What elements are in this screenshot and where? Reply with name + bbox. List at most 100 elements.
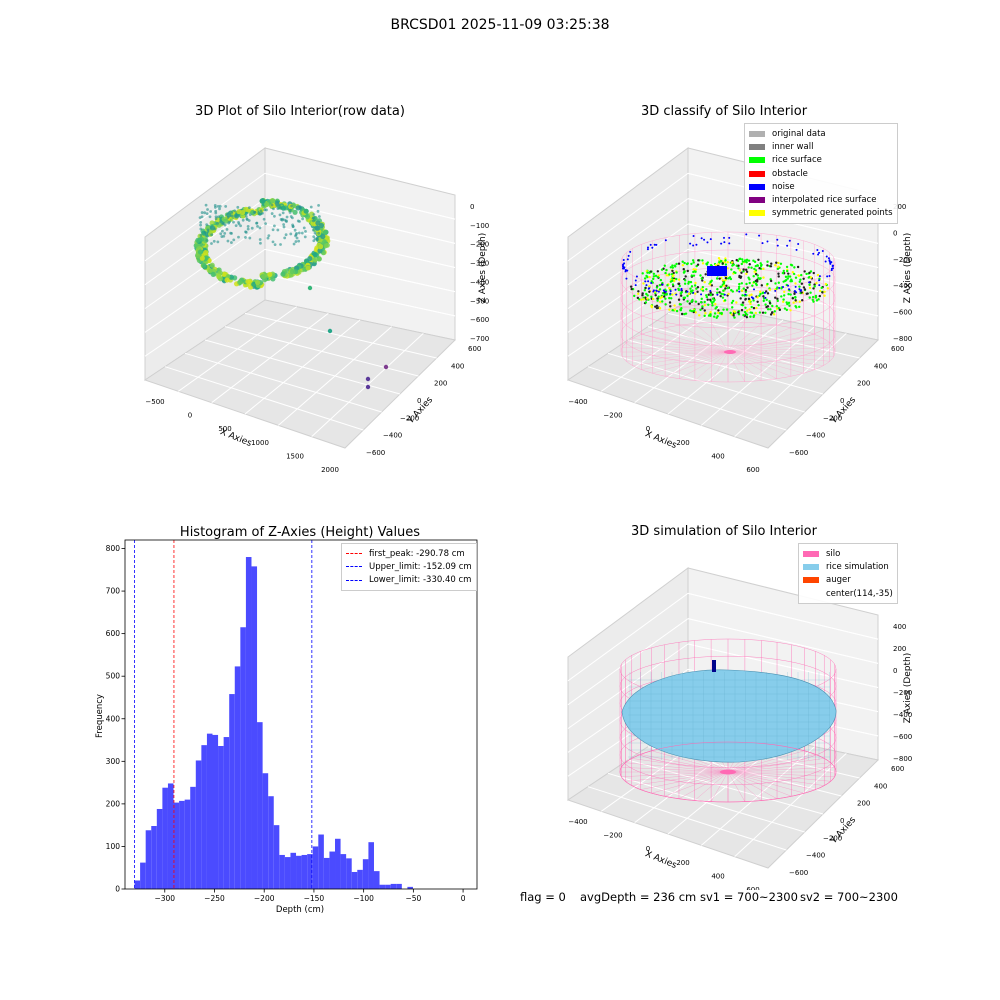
- footer-sv2: sv2 = 700~2300: [800, 890, 898, 904]
- classify-noise-point: [635, 275, 638, 278]
- raw-scatter-point: [282, 225, 286, 229]
- histogram-xtick-label: −200: [254, 894, 275, 903]
- classify-point: [786, 277, 789, 280]
- histogram-bar: [301, 854, 308, 889]
- classify-point: [783, 307, 787, 310]
- classify-point: [692, 268, 695, 271]
- classify-point: [665, 268, 668, 272]
- classify-point: [630, 287, 633, 291]
- classify-noise-point: [675, 293, 678, 296]
- classify-point: [758, 290, 762, 294]
- classify-point: [744, 306, 747, 309]
- gridline: [144, 274, 266, 357]
- histogram-ytick-label: 0: [115, 885, 120, 894]
- auger-marker: [712, 660, 716, 672]
- classify-point: [766, 264, 769, 267]
- classify-point: [663, 264, 666, 267]
- silo-floor-spoke: [727, 771, 746, 802]
- histogram-bar: [329, 851, 336, 889]
- histogram-ytick-label: 600: [106, 629, 121, 638]
- classify-point: [759, 292, 762, 296]
- classify-point: [782, 269, 785, 273]
- classify-noise-point: [828, 275, 831, 278]
- classify-point: [697, 302, 700, 306]
- classify-noise-point: [828, 260, 831, 263]
- classify-point: [677, 287, 680, 290]
- classify-point: [703, 300, 706, 304]
- classify-point: [687, 280, 691, 284]
- classify-point: [675, 277, 678, 281]
- classify-point: [691, 298, 694, 302]
- classify-point: [748, 308, 751, 311]
- classify-noise-point: [788, 288, 791, 291]
- classify-point: [717, 309, 720, 312]
- classify-point: [732, 314, 735, 317]
- raw-scatter-point: [307, 255, 313, 262]
- raw-scatter-point: [288, 211, 292, 214]
- classify-point: [794, 296, 797, 299]
- raw-scatter-point: [199, 221, 203, 224]
- classify-point: [734, 271, 737, 275]
- classify-point: [818, 294, 821, 298]
- raw-scatter-point: [301, 217, 305, 221]
- classify-point: [661, 300, 664, 303]
- classify-noise-point: [624, 270, 627, 273]
- gridline: [567, 274, 689, 357]
- silo-floor-spoke: [727, 351, 791, 377]
- classify-point: [811, 295, 815, 299]
- classify-noise-point: [706, 241, 709, 244]
- classify-point: [748, 294, 751, 297]
- classify-noise-point: [826, 275, 829, 278]
- classify-point: [730, 289, 733, 292]
- raw-scatter-point: [225, 228, 229, 231]
- raw-scatter-point: [313, 237, 317, 241]
- y-tick-label: 400: [874, 782, 887, 790]
- classify-point: [701, 285, 705, 289]
- classify-point: [818, 289, 822, 293]
- classify-point: [701, 262, 705, 265]
- z-tick-label: −800: [893, 755, 912, 763]
- classify-noise-point: [703, 238, 706, 241]
- gridline: [687, 643, 879, 688]
- classify-point: [739, 297, 742, 300]
- raw-scatter-point: [239, 224, 242, 228]
- classify-noise-point: [818, 275, 821, 278]
- histogram-bar: [251, 566, 258, 889]
- classify-point: [761, 311, 765, 314]
- raw-scatter-point: [284, 219, 288, 223]
- histogram-title: Histogram of Z-Axies (Height) Values: [180, 525, 420, 540]
- histogram-bar: [206, 733, 213, 889]
- histogram-bar: [351, 871, 358, 889]
- classify-point: [694, 311, 697, 314]
- classify-point: [776, 286, 779, 289]
- raw-scatter-point: [300, 231, 304, 235]
- classify-point: [696, 286, 700, 289]
- classify-point: [785, 308, 789, 312]
- histogram-bar: [190, 786, 196, 889]
- raw-scatter-point: [298, 205, 302, 209]
- legend-entry-lower-limit: Lower_limit: -330.40 cm: [346, 574, 472, 587]
- classify-noise-point: [629, 250, 632, 253]
- classify-point: [730, 313, 733, 316]
- silo-floor-spoke: [727, 351, 745, 382]
- classify-point: [821, 291, 824, 294]
- classify-point: [698, 314, 701, 317]
- classify-point: [823, 294, 826, 297]
- classify-noise-point: [669, 292, 672, 295]
- classify-noise-point: [686, 290, 689, 293]
- classify-point: [642, 298, 645, 301]
- classify-point: [703, 309, 706, 312]
- legend-label: center(114,-35): [826, 588, 893, 599]
- raw-scatter-point: [316, 256, 322, 262]
- classify-point: [723, 261, 726, 264]
- classify-point: [694, 281, 697, 285]
- histogram-bar: [273, 825, 280, 889]
- histogram-bar: [167, 783, 174, 889]
- classify-point: [695, 287, 698, 290]
- gridline: [567, 223, 689, 309]
- classify-point: [741, 294, 744, 297]
- classify-point: [769, 279, 773, 283]
- classify-point: [740, 289, 744, 292]
- classify-point: [800, 273, 803, 277]
- classify-point: [731, 299, 735, 303]
